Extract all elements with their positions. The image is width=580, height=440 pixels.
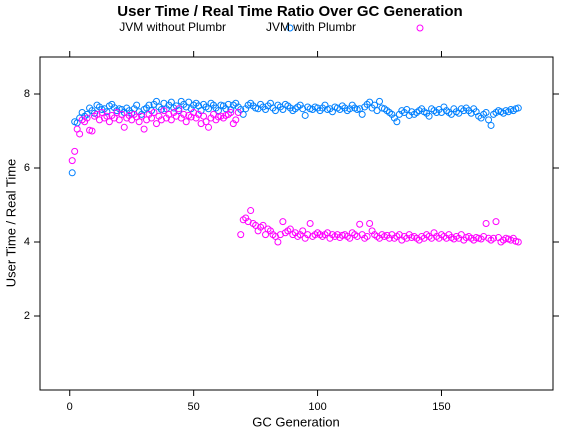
point — [393, 118, 401, 126]
point — [175, 105, 183, 113]
point — [371, 101, 379, 109]
point — [363, 232, 371, 240]
point — [105, 118, 113, 126]
point — [133, 101, 141, 109]
point — [514, 238, 522, 246]
point — [150, 109, 158, 116]
x-tick-label: 100 — [308, 401, 326, 413]
point — [271, 107, 279, 115]
point — [262, 231, 270, 239]
point — [286, 225, 294, 233]
point — [425, 112, 433, 120]
point — [88, 127, 96, 135]
point — [145, 101, 153, 109]
point — [358, 110, 366, 118]
point — [138, 112, 146, 120]
plot-frame — [39, 56, 554, 391]
legend-marker — [286, 24, 294, 32]
point — [148, 114, 156, 122]
point — [103, 108, 111, 116]
x-tick-label: 50 — [188, 401, 200, 413]
point — [152, 120, 160, 128]
point — [232, 116, 240, 124]
point — [83, 114, 91, 122]
point — [152, 97, 160, 105]
x-axis-label: GC Generation — [252, 414, 339, 429]
point — [376, 97, 384, 105]
y-tick-label: 6 — [24, 162, 30, 174]
point — [128, 116, 136, 124]
point — [274, 238, 282, 246]
point — [299, 227, 307, 235]
y-tick-label: 4 — [24, 236, 30, 248]
point — [306, 220, 314, 227]
point — [118, 110, 126, 118]
chart-title: User Time / Real Time Ratio Over GC Gene… — [117, 3, 462, 20]
point — [259, 221, 267, 229]
point — [482, 109, 490, 116]
point — [68, 157, 76, 165]
point — [205, 123, 213, 131]
point — [202, 118, 210, 126]
point — [120, 123, 128, 131]
point — [167, 116, 175, 124]
point — [98, 109, 106, 116]
point — [140, 125, 148, 133]
point — [346, 234, 354, 242]
point — [185, 98, 193, 106]
point — [457, 231, 465, 239]
point — [485, 116, 493, 124]
point — [234, 109, 242, 116]
x-tick-label: 150 — [432, 401, 450, 413]
point — [167, 98, 175, 106]
point — [487, 121, 495, 129]
y-axis-label: User Time / Real Time — [3, 159, 18, 288]
point — [514, 104, 522, 112]
legend-label: JVM with Plumbr — [266, 20, 356, 34]
x-tick-label: 0 — [67, 401, 73, 413]
point — [135, 118, 143, 126]
point — [115, 116, 123, 124]
legend-label: JVM without Plumbr — [119, 20, 226, 34]
point — [182, 118, 190, 126]
point — [482, 220, 490, 227]
point — [103, 112, 111, 120]
point — [247, 207, 255, 215]
point — [301, 111, 309, 119]
point — [76, 130, 84, 138]
point — [160, 107, 168, 115]
point — [205, 105, 213, 113]
point — [180, 110, 188, 118]
point — [492, 218, 500, 226]
point — [83, 110, 91, 118]
point — [227, 109, 235, 116]
point — [200, 112, 208, 120]
point — [71, 147, 79, 155]
point — [366, 220, 374, 227]
point — [237, 231, 245, 239]
point — [68, 169, 76, 177]
point — [279, 218, 287, 226]
point — [490, 234, 498, 242]
point — [366, 98, 374, 106]
y-tick-label: 2 — [24, 310, 30, 322]
legend-marker — [416, 24, 424, 32]
point — [356, 220, 364, 228]
y-tick-label: 8 — [24, 88, 30, 100]
